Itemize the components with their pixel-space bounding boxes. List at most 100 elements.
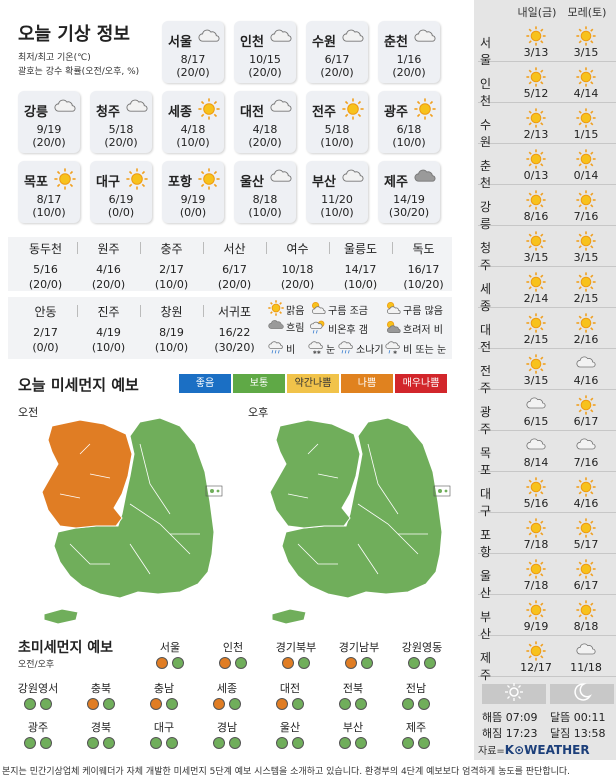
- svg-text:✱: ✱: [313, 350, 317, 355]
- day2-temp: 1/15: [573, 128, 599, 141]
- forecast-row: 제주 12/17 11/18: [478, 636, 616, 682]
- city-name: 인천: [240, 35, 264, 50]
- city-name: 서울: [168, 35, 192, 50]
- forecast-city: 세종: [480, 282, 492, 313]
- region-name: 세종: [216, 682, 238, 695]
- am-level-dot: [213, 737, 225, 749]
- day1-temp: 5/12: [523, 87, 549, 100]
- city-card: 청주 5/18 (20/0): [90, 91, 152, 153]
- small-city-name: 울릉도: [343, 242, 378, 256]
- small-city-prob: (20/0): [280, 278, 315, 291]
- sun-icon: [512, 149, 560, 169]
- fine-dust-region: 경기북부: [266, 639, 326, 669]
- pm-level-dot: [298, 657, 310, 669]
- forecast-city: 인천: [480, 77, 492, 108]
- forecast-row: 부산 9/19 8/18: [478, 595, 616, 641]
- am-level-dot: [24, 737, 36, 749]
- am-level-dot: [150, 698, 162, 710]
- divider: [392, 242, 393, 254]
- am-level-dot: [87, 737, 99, 749]
- pm-level-dot: [40, 698, 52, 710]
- sun-icon: [512, 231, 560, 251]
- sun-icon: [562, 26, 610, 46]
- pm-level-dot: [235, 657, 247, 669]
- region-name: 인천: [222, 641, 244, 654]
- legend-label: 구름 조금: [328, 306, 368, 317]
- small-city: 창원 8/19 (10/0): [140, 303, 203, 355]
- korea-map-pm: [269, 417, 451, 625]
- snow-icon: ✱ ✱: [308, 339, 324, 358]
- pm-level-dot: [361, 657, 373, 669]
- map-am-label: 오전: [18, 406, 39, 419]
- small-city-name: 서귀포: [217, 305, 252, 319]
- region-name: 서울: [159, 641, 181, 654]
- sun-icon: [512, 108, 560, 128]
- fine-dust-region: 강원영동: [392, 639, 452, 669]
- am-level-dot: [339, 737, 351, 749]
- small-city-prob: (10/0): [154, 278, 189, 291]
- region-name: 전북: [342, 682, 364, 695]
- small-city-prob: (10/0): [154, 341, 189, 354]
- sun-icon: [414, 98, 436, 124]
- day1-temp: 9/19: [523, 620, 549, 633]
- am-level-dot: [276, 698, 288, 710]
- fine-dust-region: 강원영서: [8, 680, 68, 710]
- region-name: 제주: [405, 721, 427, 734]
- city-card: 인천 10/15 (20/0): [234, 21, 296, 83]
- legend-label: 구름 많음: [403, 306, 443, 317]
- fine-dust-region: 경기남부: [329, 639, 389, 669]
- fine-dust-region: 대전: [260, 680, 320, 710]
- city-temp: 4/18: [180, 123, 206, 136]
- cloud-icon: [562, 354, 610, 374]
- fine-dust-region: 경남: [197, 719, 257, 749]
- divider: [77, 242, 78, 254]
- divider: [203, 242, 204, 254]
- divider: [140, 242, 141, 254]
- day1-temp: 0/13: [523, 169, 549, 182]
- day2-temp: 4/16: [573, 497, 599, 510]
- sun-icon: [562, 518, 610, 538]
- small-city: 원주 4/16 (20/0): [77, 240, 140, 292]
- small-city-row-1: [8, 237, 452, 291]
- forecast-row: 포항 7/18 5/17: [478, 513, 616, 559]
- forecast-row: 울산 7/18 6/17: [478, 554, 616, 600]
- forecast-city: 울산: [480, 569, 492, 600]
- city-temp: 6/18: [396, 123, 422, 136]
- map-pm-label: 오후: [248, 406, 269, 419]
- city-name: 세종: [168, 105, 192, 120]
- city-card: 전주 5/18 (10/0): [306, 91, 368, 153]
- forecast-row: 전주 3/15 4/16: [478, 349, 616, 395]
- day2-temp: 3/15: [573, 46, 599, 59]
- forecast-city: 대구: [480, 487, 492, 518]
- cloud-icon: [270, 28, 292, 47]
- cloud-icon: [126, 98, 148, 117]
- region-name: 부산: [342, 721, 364, 734]
- city-name: 수원: [312, 35, 336, 50]
- fine-dust-region: 충남: [134, 680, 194, 710]
- fine-dust-region: 충북: [71, 680, 131, 710]
- city-temp: 6/19: [108, 193, 134, 206]
- cloud-icon: [54, 98, 76, 117]
- forecast-row: 세종 2/14 2/15: [478, 267, 616, 313]
- legend-label: 눈: [326, 345, 336, 356]
- crescent-moon-icon: [572, 682, 592, 706]
- rain-then-sun-icon: [310, 319, 326, 338]
- cloud-icon: [562, 436, 610, 456]
- moonrise-time: 달뜸 00:11: [550, 711, 606, 724]
- city-rain-prob: (20/0): [32, 136, 66, 149]
- city-rain-prob: (10/0): [320, 136, 354, 149]
- sun-icon: [562, 600, 610, 620]
- city-rain-prob: (20/0): [176, 66, 210, 79]
- sun-dark-cloud-icon: [385, 319, 401, 338]
- kweather-logo: K⊙WEATHER: [504, 743, 590, 757]
- shower-icon: [338, 339, 354, 358]
- legend-item: ✱ ✱ 눈: [308, 339, 335, 358]
- small-city: 동두천 5/16 (20/0): [14, 240, 77, 292]
- cloud-icon: [414, 28, 436, 47]
- map-region-bad: [41, 419, 133, 529]
- city-rain-prob: (20/0): [248, 66, 282, 79]
- sun-icon: [512, 641, 560, 661]
- city-rain-prob: (20/0): [104, 136, 138, 149]
- city-temp: 1/16: [396, 53, 422, 66]
- forecast-row: 인천 5/12 4/14: [478, 62, 616, 108]
